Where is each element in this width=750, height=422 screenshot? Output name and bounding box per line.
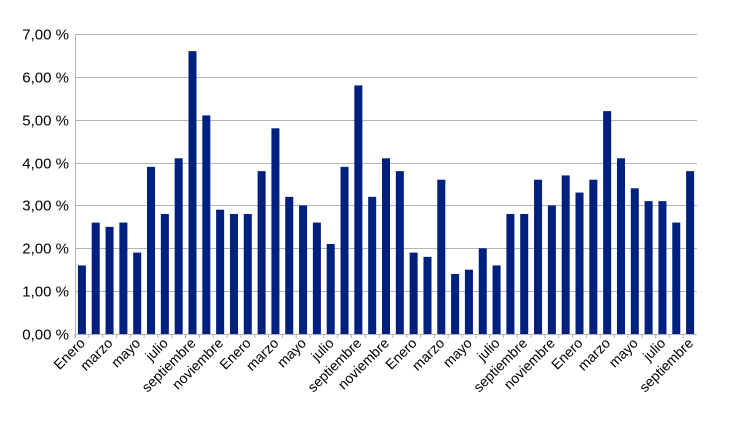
bar	[119, 222, 128, 334]
bar	[534, 179, 543, 334]
bar	[105, 226, 114, 334]
y-tick-label: 4,00 %	[22, 156, 69, 173]
bar	[202, 115, 211, 335]
y-tick-label: 5,00 %	[22, 113, 69, 130]
bar	[243, 214, 252, 334]
bar	[299, 205, 308, 334]
bar	[326, 244, 335, 334]
x-tick-label: marzo	[574, 335, 613, 374]
bar	[271, 128, 280, 334]
bar	[285, 196, 294, 334]
x-tick-label: mayo	[274, 335, 310, 371]
y-tick-label: 7,00 %	[22, 27, 69, 44]
x-tick-label: mayo	[440, 335, 476, 371]
bar	[133, 252, 142, 334]
bar	[672, 222, 681, 334]
bar	[174, 158, 183, 334]
bar	[464, 269, 473, 334]
bar	[547, 205, 556, 334]
bar	[575, 192, 584, 334]
bar	[340, 166, 349, 334]
bar	[437, 179, 446, 334]
bar	[451, 274, 460, 334]
bar	[354, 85, 363, 335]
y-tick-label: 3,00 %	[22, 198, 69, 215]
bar	[423, 256, 432, 334]
bar	[381, 158, 391, 334]
y-tick-label: 1,00 %	[22, 284, 69, 301]
bar	[160, 214, 169, 334]
bar	[147, 166, 156, 334]
x-tick-label: mayo	[108, 335, 144, 371]
bar	[409, 252, 418, 334]
bar-layer	[77, 51, 695, 335]
bar	[257, 171, 266, 334]
y-axis-tick-labels: 0,00 % 1,00 % 2,00 % 3,00 % 4,00 % 5,00 % 6,00…	[22, 27, 69, 344]
bar	[188, 51, 197, 334]
bar	[229, 214, 238, 334]
bar	[616, 158, 625, 334]
x-tick-label: mayo	[605, 335, 641, 371]
bar	[368, 196, 377, 334]
bar	[395, 171, 404, 334]
bar	[589, 179, 598, 334]
x-tick-label: marzo	[409, 335, 448, 374]
bar	[77, 265, 86, 334]
bar	[506, 214, 515, 334]
x-axis-tick-labels: EneromarzomayojulioseptiembrenoviembreEn…	[50, 335, 696, 395]
bar	[561, 175, 570, 334]
y-tick-label: 6,00 %	[22, 70, 69, 87]
bar	[312, 222, 321, 334]
y-tick-label: 0,00 %	[22, 327, 69, 344]
x-tick-label: marzo	[77, 335, 116, 374]
bar	[478, 248, 487, 334]
bar	[686, 171, 695, 334]
x-tick-label: marzo	[243, 335, 282, 374]
y-tick-label: 2,00 %	[22, 241, 69, 258]
bar	[644, 201, 653, 334]
bar	[658, 201, 667, 334]
bar	[603, 111, 612, 334]
bar	[216, 209, 225, 334]
bar	[630, 188, 639, 334]
bar	[91, 222, 100, 334]
bar	[492, 265, 501, 334]
bar	[520, 214, 529, 334]
